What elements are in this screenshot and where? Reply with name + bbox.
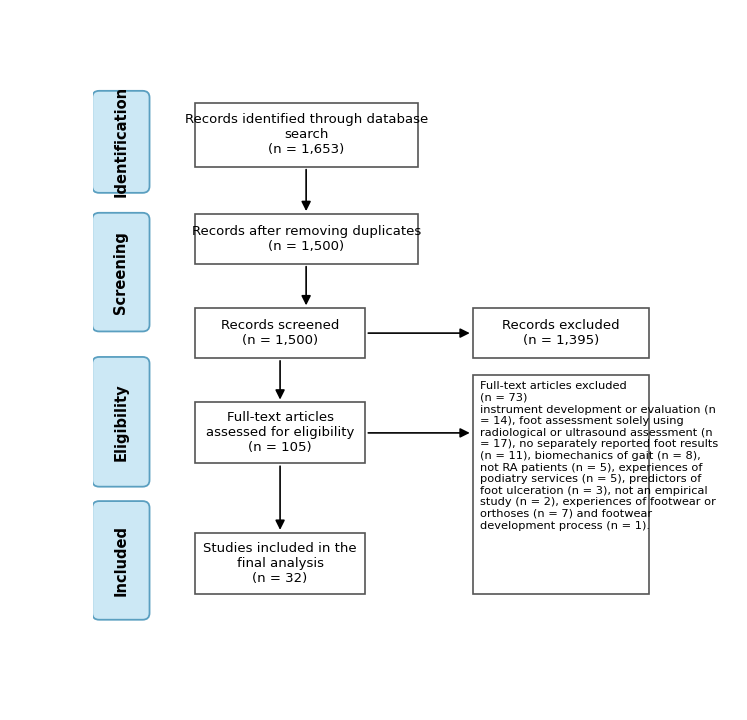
FancyBboxPatch shape (92, 501, 149, 620)
FancyBboxPatch shape (473, 374, 649, 594)
FancyBboxPatch shape (92, 91, 149, 193)
Text: Records after removing duplicates
(n = 1,500): Records after removing duplicates (n = 1… (191, 225, 421, 253)
Text: Records identified through database
search
(n = 1,653): Records identified through database sear… (185, 114, 428, 156)
FancyBboxPatch shape (195, 402, 365, 464)
Text: Screening: Screening (114, 230, 128, 314)
Text: Identification: Identification (114, 86, 128, 197)
Text: Studies included in the
final analysis
(n = 32): Studies included in the final analysis (… (203, 541, 357, 585)
FancyBboxPatch shape (195, 103, 418, 167)
FancyBboxPatch shape (195, 214, 418, 264)
Text: Records excluded
(n = 1,395): Records excluded (n = 1,395) (502, 319, 620, 347)
Text: Full-text articles excluded
(n = 73)
instrument development or evaluation (n
= 1: Full-text articles excluded (n = 73) ins… (480, 382, 718, 531)
Text: Included: Included (114, 525, 128, 596)
FancyBboxPatch shape (92, 357, 149, 487)
FancyBboxPatch shape (195, 533, 365, 594)
FancyBboxPatch shape (195, 308, 365, 358)
FancyBboxPatch shape (473, 308, 649, 358)
Text: Eligibility: Eligibility (114, 383, 128, 461)
Text: Records screened
(n = 1,500): Records screened (n = 1,500) (221, 319, 339, 347)
FancyBboxPatch shape (92, 213, 149, 331)
Text: Full-text articles
assessed for eligibility
(n = 105): Full-text articles assessed for eligibil… (206, 411, 354, 454)
